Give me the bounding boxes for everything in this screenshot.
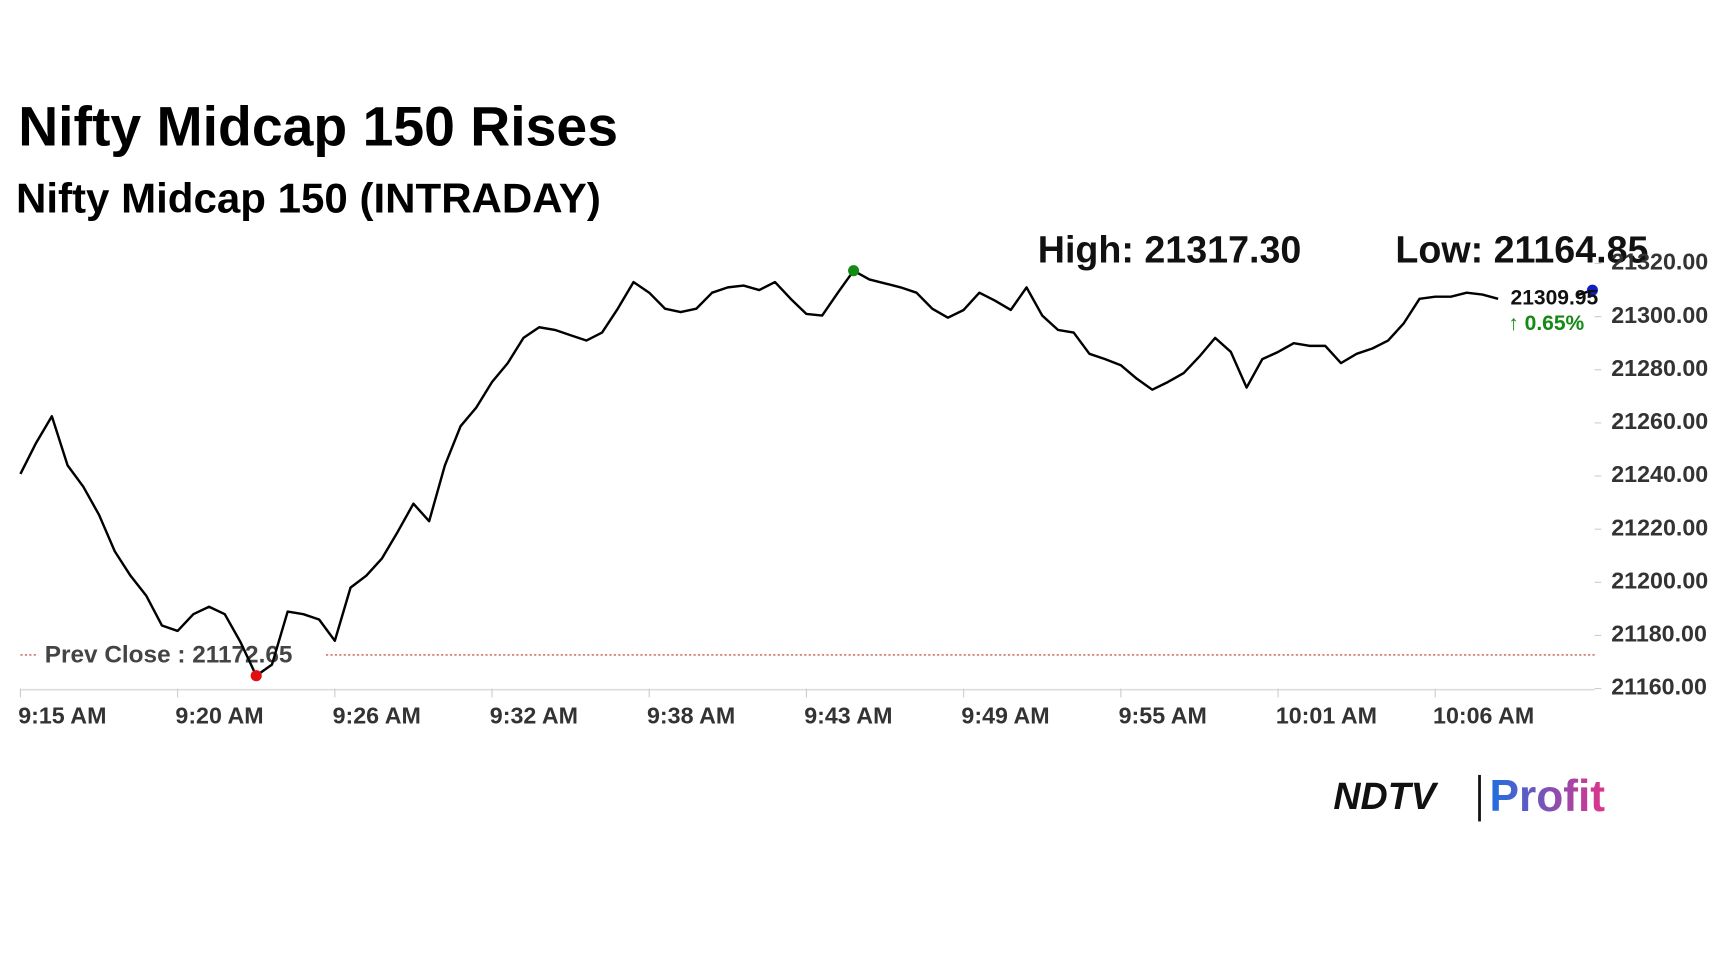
last-dot: [1586, 284, 1598, 296]
x-tick-label: 10:01 AM: [1276, 703, 1377, 729]
high-dot: [848, 265, 860, 277]
x-tick-label: 9:20 AM: [175, 703, 263, 729]
x-tick-label: 9:38 AM: [647, 703, 735, 729]
y-tick-label: 21320.00: [1611, 249, 1708, 275]
y-tick-label: 21220.00: [1611, 514, 1708, 540]
y-tick-label: 21280.00: [1611, 355, 1708, 381]
last-value: 21309.95: [1511, 287, 1599, 310]
logo-profit: Profit: [1489, 772, 1605, 821]
x-tick-label: 9:15 AM: [18, 703, 106, 729]
prev-close-label: Prev Close : 21172.65: [45, 642, 293, 669]
chart-title: Nifty Midcap 150 Rises: [18, 95, 618, 157]
y-tick-label: 21300.00: [1611, 302, 1708, 328]
low-dot: [250, 670, 262, 682]
x-tick-label: 9:49 AM: [961, 703, 1049, 729]
x-tick-label: 9:26 AM: [333, 703, 421, 729]
price-line: [19, 269, 1593, 677]
x-tick-label: 10:06 AM: [1433, 703, 1534, 729]
logo-ndtv: NDTV: [1333, 775, 1438, 817]
y-tick-label: 21180.00: [1611, 621, 1707, 647]
chart-subtitle: Nifty Midcap 150 (INTRADAY): [16, 175, 601, 222]
low-label: Low: 21164.85: [1395, 228, 1648, 270]
logo: NDTV Profit: [1333, 772, 1605, 822]
change-value: ↑ 0.65%: [1508, 312, 1584, 335]
y-tick-label: 21240.00: [1611, 461, 1708, 487]
high-label: High: 21317.30: [1038, 228, 1302, 270]
x-tick-label: 9:55 AM: [1119, 703, 1207, 729]
y-tick-label: 21160.00: [1611, 674, 1707, 700]
x-tick-label: 9:32 AM: [490, 703, 578, 729]
y-tick-label: 21260.00: [1611, 408, 1708, 434]
y-tick-label: 21200.00: [1611, 567, 1708, 593]
x-tick-label: 9:43 AM: [804, 703, 892, 729]
